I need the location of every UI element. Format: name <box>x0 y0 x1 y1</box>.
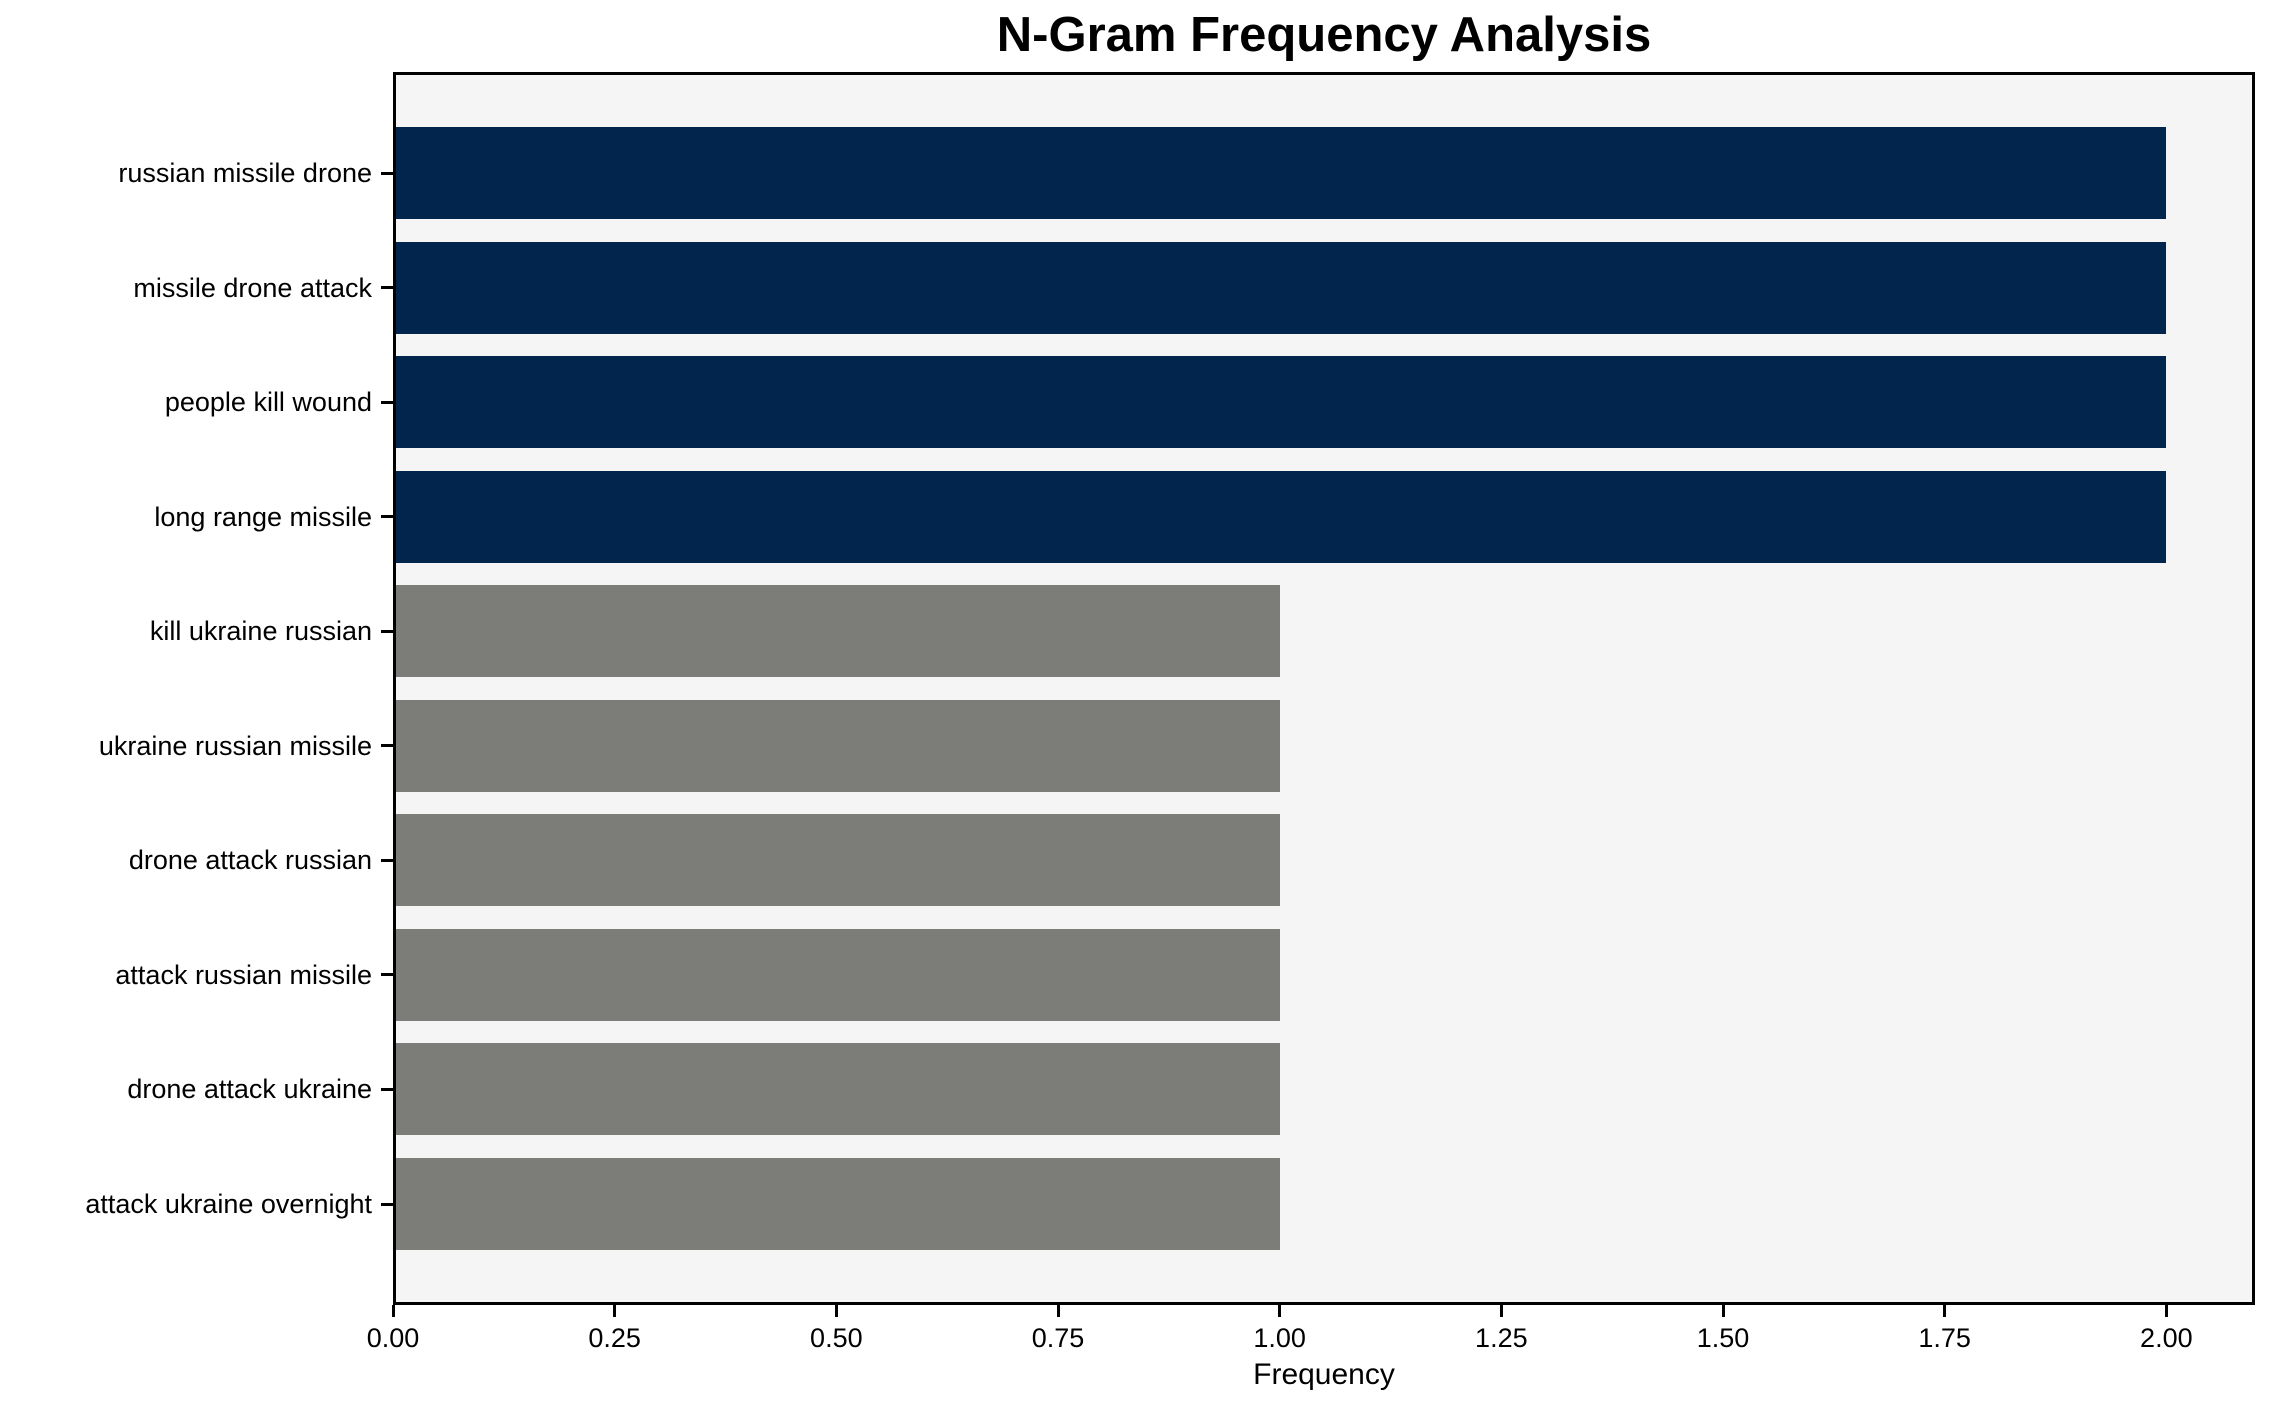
bar-kill-ukraine-russian <box>396 585 1280 678</box>
y-tick-mark <box>381 171 393 175</box>
x-tick-label: 1.75 <box>1918 1323 1971 1353</box>
x-tick-mark <box>1499 1305 1503 1317</box>
y-axis-label: attack russian missile <box>115 959 372 990</box>
bar-attack-russian-missile <box>396 928 1280 1021</box>
chart-title: N-Gram Frequency Analysis <box>996 8 1652 62</box>
x-tick-label: 1.50 <box>1696 1323 1750 1353</box>
x-tick-mark <box>1721 1305 1725 1317</box>
y-axis-label: russian missile drone <box>118 158 372 188</box>
x-tick-mark <box>1943 1305 1947 1317</box>
y-axis-label: kill ukraine russian <box>149 616 372 647</box>
x-tick-label: 1.25 <box>1475 1323 1528 1353</box>
bar-attack-ukraine-overnight <box>396 1158 1280 1250</box>
x-tick-label: 0.25 <box>588 1323 641 1353</box>
bar-russian-missile-drone <box>396 127 2167 219</box>
y-tick-mark <box>381 286 393 290</box>
y-axis-label: ukraine russian missile <box>98 730 372 761</box>
bar-ukraine-russian-missile <box>396 699 1280 792</box>
y-tick-mark <box>381 973 393 977</box>
x-tick-mark <box>834 1305 838 1317</box>
y-tick-mark <box>381 400 393 404</box>
y-tick-mark <box>381 744 393 748</box>
bar-long-range-missile <box>396 470 2167 563</box>
x-tick-mark <box>391 1305 395 1317</box>
x-tick-label: 0.00 <box>366 1323 420 1353</box>
y-tick-mark <box>381 1087 393 1091</box>
x-tick-label: 0.50 <box>810 1323 863 1353</box>
bar-people-kill-wound <box>396 356 2167 449</box>
y-axis-label: attack ukraine overnight <box>85 1189 372 1219</box>
y-axis-label: people kill wound <box>164 387 372 418</box>
bar-drone-attack-ukraine <box>396 1043 1280 1136</box>
y-tick-mark <box>381 1202 393 1206</box>
x-tick-mark <box>613 1305 617 1317</box>
x-tick-mark <box>2164 1305 2168 1317</box>
y-tick-mark <box>381 629 393 633</box>
y-axis-label: drone attack russian <box>128 845 372 876</box>
bar-missile-drone-attack <box>396 241 2167 334</box>
bar-drone-attack-russian <box>396 814 1280 907</box>
x-tick-label: 2.00 <box>2140 1323 2193 1353</box>
y-axis-label: drone attack ukraine <box>127 1074 372 1105</box>
x-axis-title: Frequency <box>1253 1358 1395 1391</box>
y-axis-label: missile drone attack <box>133 272 372 303</box>
x-tick-mark <box>1278 1305 1282 1317</box>
x-tick-mark <box>1056 1305 1060 1317</box>
x-tick-label: 1.00 <box>1253 1323 1306 1353</box>
x-tick-label: 0.75 <box>1031 1323 1085 1353</box>
y-axis-label: long range missile <box>154 501 372 532</box>
y-tick-mark <box>381 858 393 862</box>
y-tick-mark <box>381 515 393 519</box>
